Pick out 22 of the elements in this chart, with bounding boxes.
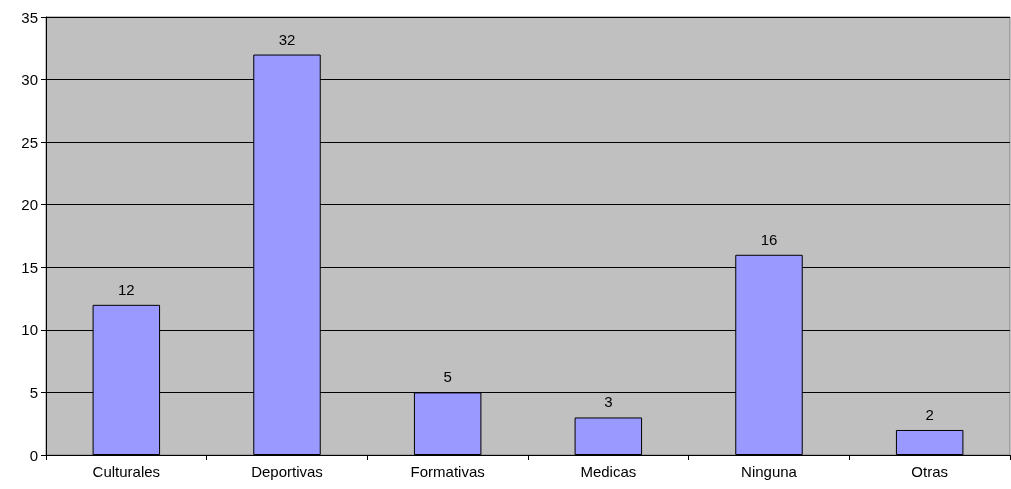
y-tick-label: 25 [21,133,38,151]
data-label: 3 [604,393,613,411]
x-tick-label: Medicas [580,463,637,480]
x-tick-label: Otras [911,463,949,480]
x-tick-label: Ninguna [741,463,798,480]
x-tick-label: Deportivas [251,463,323,480]
y-tick-label: 20 [21,196,38,214]
data-label: 2 [925,405,934,423]
y-tick-label: 30 [21,71,38,89]
data-label: 32 [278,30,296,48]
y-tick-label: 10 [21,321,38,339]
y-tick-label: 15 [21,258,38,276]
data-label: 12 [117,280,135,298]
bar [895,429,964,455]
y-tick-label: 0 [29,446,38,464]
x-tick-label: Culturales [92,463,161,480]
data-label: 16 [760,230,778,248]
x-tick-label: Formativas [410,463,485,480]
y-tick-label: 35 [21,8,38,26]
y-tick-label: 5 [29,383,38,401]
data-label: 5 [443,368,452,386]
bar [574,417,643,455]
